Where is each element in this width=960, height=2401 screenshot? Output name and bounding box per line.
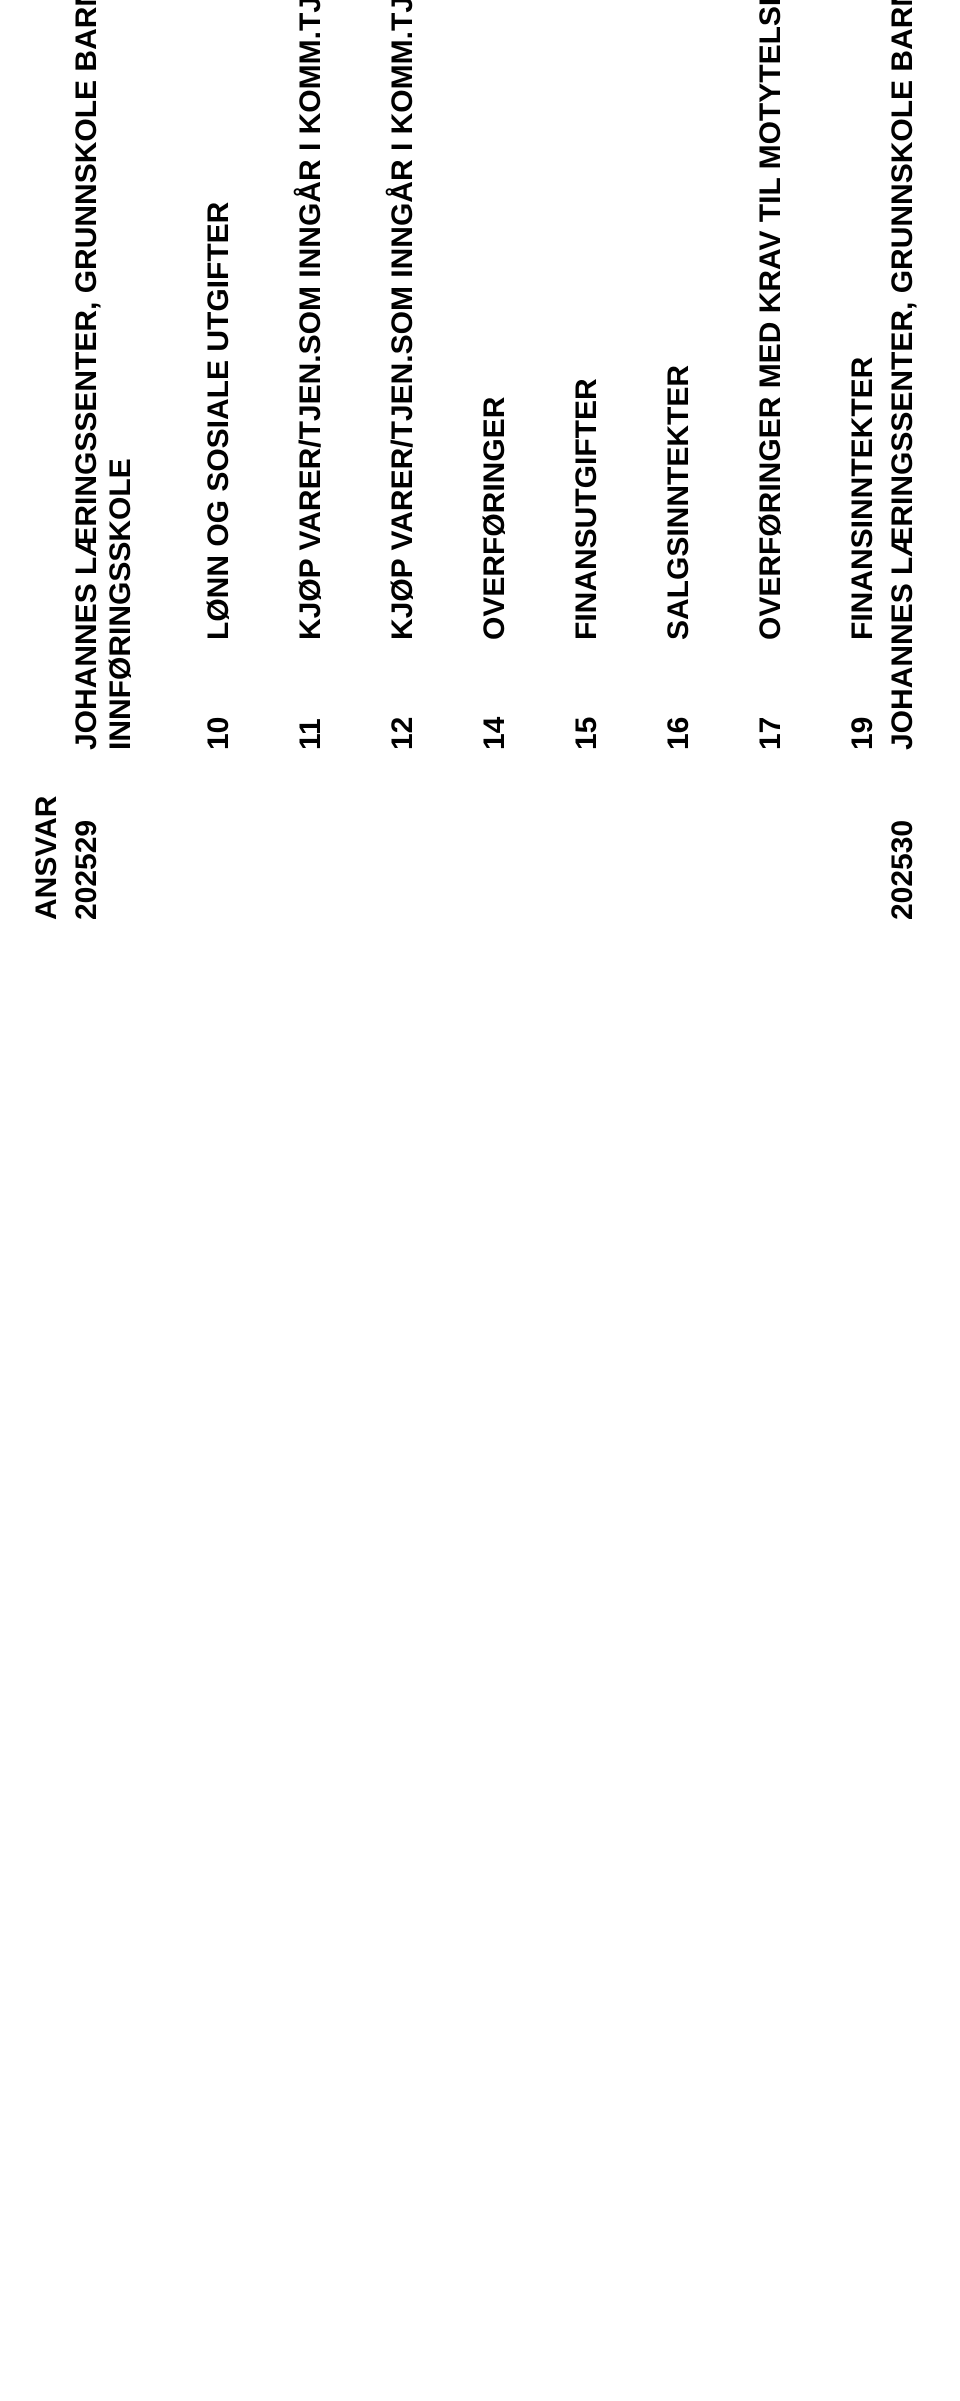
table-row: 12KJØP VARER/TJEN.SOM INNGÅR I KOMM.TJ.P… xyxy=(328,0,420,920)
table-row: 19FINANSINNTEKTER-35 286035 286000 xyxy=(788,0,880,920)
table-row: 11KJØP VARER/TJEN.SOM INNGÅR I KOMM.TJ.P… xyxy=(236,0,328,920)
table-row: 17OVERFØRINGER MED KRAV TIL MOTYTELSE-49… xyxy=(696,0,788,920)
table-row: 14OVERFØRINGER13 7966 000-7 79623030 000… xyxy=(420,0,512,920)
section-title: JOHANNES LÆRINGSSENTER, GRUNNSKOLE BARN,… xyxy=(64,0,144,750)
header-row: ANSVARRegnskap d.d.Budsjett d.d.Avvik i … xyxy=(30,0,64,920)
table-row: 10LØNN OG SOSIALE UTGIFTER5 520 6585 680… xyxy=(144,0,236,920)
budget-table: ANSVARRegnskap d.d.Budsjett d.d.Avvik i … xyxy=(30,0,960,920)
section-title-row: 202529JOHANNES LÆRINGSSENTER, GRUNNSKOLE… xyxy=(64,0,144,920)
table-row: 15FINANSUTGIFTER35 2860-35 286000 xyxy=(512,0,604,920)
section-title: JOHANNES LÆRINGSSENTER, GRUNNSKOLE BARN,… xyxy=(880,0,926,750)
section-title-row: 202530JOHANNES LÆRINGSSENTER, GRUNNSKOLE… xyxy=(880,0,926,920)
table-row: 10LØNN OG SOSIALE UTGIFTER6 921 8387 395… xyxy=(926,0,960,920)
table-row: 16SALGSINNTEKTER0-12 000-12 0000-50 0000 xyxy=(604,0,696,920)
